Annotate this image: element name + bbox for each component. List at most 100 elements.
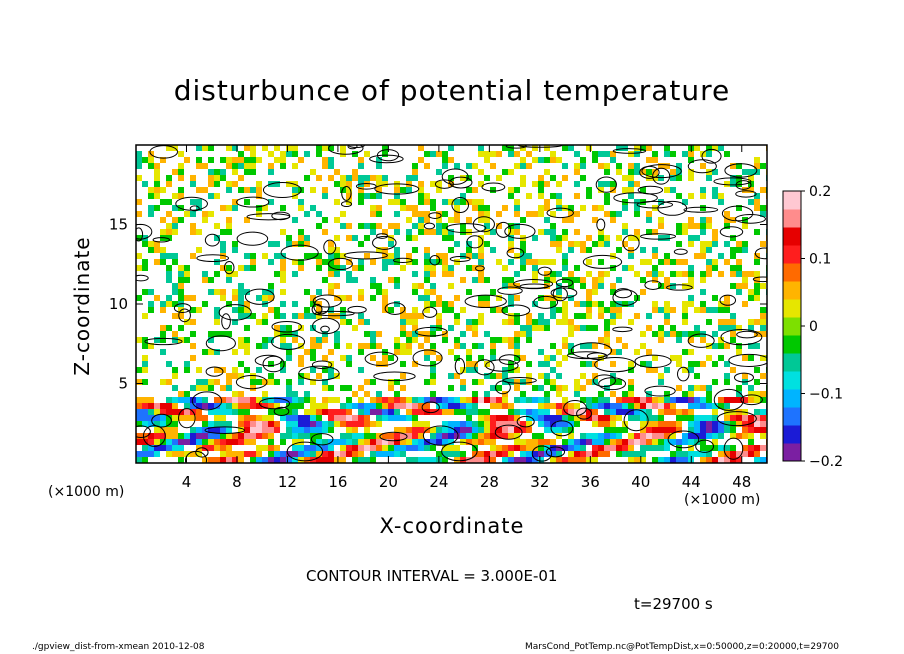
heatmap-cell bbox=[664, 223, 670, 229]
heatmap-cell bbox=[652, 319, 658, 325]
heatmap-cell bbox=[634, 337, 640, 343]
heatmap-cell bbox=[658, 397, 664, 403]
heatmap-cell bbox=[184, 169, 190, 175]
heatmap-cell bbox=[496, 301, 502, 307]
heatmap-cell bbox=[196, 247, 202, 253]
heatmap-cell bbox=[472, 361, 478, 367]
heatmap-cell bbox=[586, 373, 592, 379]
heatmap-cell bbox=[652, 301, 658, 307]
heatmap-cell bbox=[376, 307, 382, 313]
heatmap-cell bbox=[214, 175, 220, 181]
heatmap-cell bbox=[652, 181, 658, 187]
heatmap-cell bbox=[670, 319, 676, 325]
heatmap-cell bbox=[478, 199, 484, 205]
heatmap-cell bbox=[514, 415, 520, 421]
heatmap-cell bbox=[568, 205, 574, 211]
heatmap-cell bbox=[724, 289, 730, 295]
heatmap-cell bbox=[376, 229, 382, 235]
heatmap-cell bbox=[544, 271, 550, 277]
heatmap-cell bbox=[280, 289, 286, 295]
heatmap-cell bbox=[352, 223, 358, 229]
heatmap-cell bbox=[670, 355, 676, 361]
heatmap-cell bbox=[742, 205, 748, 211]
heatmap-cell bbox=[382, 157, 388, 163]
heatmap-cell bbox=[154, 223, 160, 229]
heatmap-cell bbox=[394, 223, 400, 229]
heatmap-cell bbox=[538, 169, 544, 175]
heatmap-cell bbox=[460, 385, 466, 391]
heatmap-cell bbox=[352, 361, 358, 367]
heatmap-cell bbox=[496, 175, 502, 181]
heatmap-cell bbox=[712, 295, 718, 301]
heatmap-cell bbox=[430, 415, 436, 421]
heatmap-cell bbox=[442, 391, 448, 397]
heatmap-cell bbox=[136, 391, 142, 397]
heatmap-cell bbox=[562, 277, 568, 283]
heatmap-cell bbox=[244, 343, 250, 349]
heatmap-cell bbox=[388, 217, 394, 223]
heatmap-cell bbox=[526, 271, 532, 277]
heatmap-cell bbox=[178, 349, 184, 355]
heatmap-cell bbox=[238, 163, 244, 169]
heatmap-cell bbox=[742, 235, 748, 241]
heatmap-cell bbox=[136, 253, 142, 259]
heatmap-cell bbox=[220, 415, 226, 421]
heatmap-cell bbox=[142, 241, 148, 247]
heatmap-cell bbox=[688, 163, 694, 169]
heatmap-cell bbox=[700, 355, 706, 361]
heatmap-cell bbox=[706, 175, 712, 181]
heatmap-cell bbox=[292, 199, 298, 205]
heatmap-cell bbox=[310, 145, 316, 151]
heatmap-cell bbox=[316, 349, 322, 355]
heatmap-cell bbox=[286, 355, 292, 361]
heatmap-cell bbox=[394, 271, 400, 277]
heatmap-cell bbox=[376, 325, 382, 331]
heatmap-cell bbox=[274, 403, 280, 409]
heatmap-cell bbox=[442, 265, 448, 271]
heatmap-cell bbox=[658, 265, 664, 271]
heatmap-cell bbox=[418, 277, 424, 283]
heatmap-cell bbox=[502, 313, 508, 319]
heatmap-cell bbox=[538, 361, 544, 367]
heatmap-cell bbox=[316, 199, 322, 205]
heatmap-cell bbox=[238, 397, 244, 403]
heatmap-cell bbox=[328, 265, 334, 271]
heatmap-cell bbox=[178, 271, 184, 277]
heatmap-cell bbox=[658, 349, 664, 355]
heatmap-cell bbox=[760, 253, 766, 259]
heatmap-cell bbox=[148, 235, 154, 241]
heatmap-cell bbox=[256, 307, 262, 313]
heatmap-cell bbox=[394, 307, 400, 313]
heatmap-cell bbox=[376, 391, 382, 397]
heatmap-cell bbox=[544, 217, 550, 223]
heatmap-cell bbox=[586, 151, 592, 157]
heatmap-cell bbox=[250, 157, 256, 163]
heatmap-cell bbox=[736, 421, 742, 427]
heatmap-cell bbox=[628, 265, 634, 271]
heatmap-cell bbox=[448, 211, 454, 217]
heatmap-cell bbox=[304, 169, 310, 175]
heatmap-cell bbox=[172, 289, 178, 295]
heatmap-cell bbox=[688, 211, 694, 217]
heatmap-cell bbox=[718, 235, 724, 241]
heatmap-cell bbox=[688, 265, 694, 271]
heatmap-cell bbox=[484, 343, 490, 349]
heatmap-cell bbox=[298, 379, 304, 385]
heatmap-cell bbox=[346, 415, 352, 421]
heatmap-cell bbox=[256, 379, 262, 385]
heatmap-cell bbox=[316, 391, 322, 397]
heatmap-cell bbox=[412, 145, 418, 151]
heatmap-cell bbox=[532, 247, 538, 253]
heatmap-cell bbox=[178, 421, 184, 427]
heatmap-cell bbox=[424, 379, 430, 385]
heatmap-cell bbox=[478, 271, 484, 277]
heatmap-cell bbox=[574, 319, 580, 325]
heatmap-cell bbox=[514, 193, 520, 199]
heatmap-cell bbox=[298, 337, 304, 343]
heatmap-cell bbox=[370, 187, 376, 193]
heatmap-cell bbox=[184, 181, 190, 187]
heatmap-cell bbox=[682, 235, 688, 241]
heatmap-cell bbox=[544, 247, 550, 253]
heatmap-cell bbox=[430, 349, 436, 355]
heatmap-cell bbox=[754, 157, 760, 163]
